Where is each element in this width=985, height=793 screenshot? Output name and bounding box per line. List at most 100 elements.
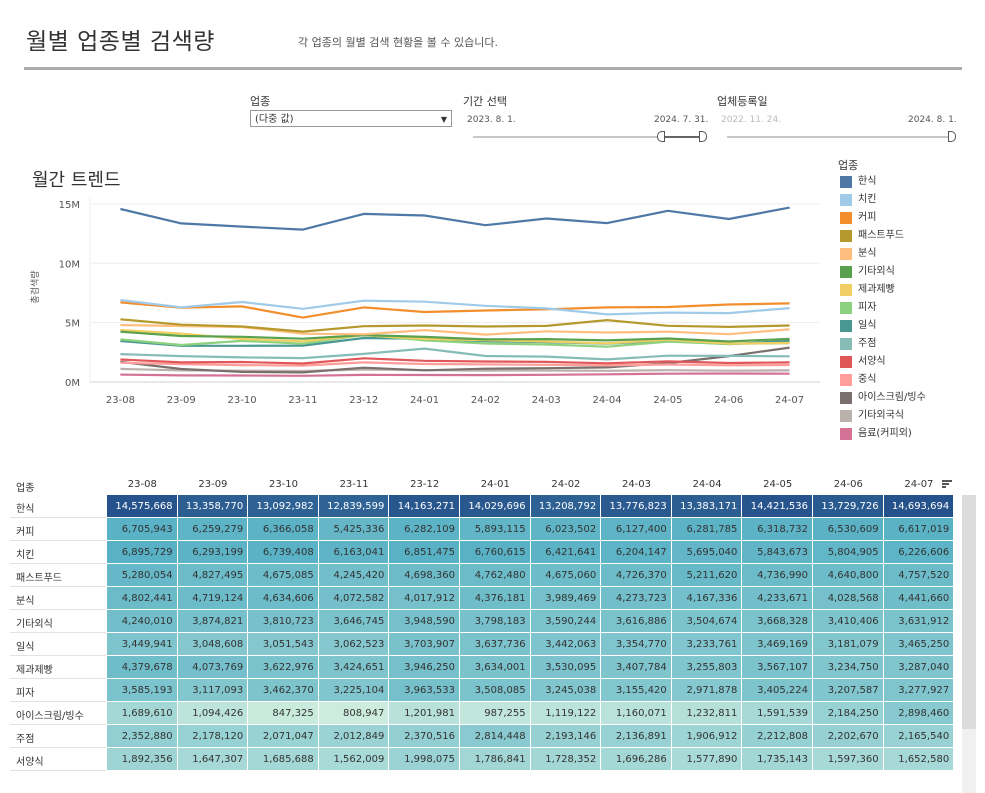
table-cell: 5,425,336 <box>318 518 390 541</box>
legend-label: 기타외국식 <box>858 410 904 421</box>
table-column-header[interactable]: 24-01 <box>480 479 510 490</box>
table-row: 분식 4,802,441 4,719,124 4,634,606 4,072,582 4,… <box>10 587 975 610</box>
row-label-cell <box>10 748 106 771</box>
table-cell: 1,689,610 <box>107 702 178 725</box>
row-label: 패스트푸드 <box>16 573 62 584</box>
series-line-기타외식[interactable] <box>120 330 790 343</box>
table-cell: 2,136,891 <box>601 725 672 748</box>
table-column-header[interactable]: 24-04 <box>692 479 722 490</box>
table-column-header[interactable]: 24-02 <box>551 479 581 490</box>
table-cell: 3,469,169 <box>742 633 813 656</box>
table-cell: 6,421,641 <box>530 541 602 564</box>
table-cell: 4,240,010 <box>107 610 178 633</box>
table-cell: 3,277,927 <box>883 679 955 702</box>
table-column-header[interactable]: 24-06 <box>833 479 863 490</box>
table-column-header[interactable]: 24-05 <box>763 479 793 490</box>
table-cell: 2,012,849 <box>318 725 390 748</box>
table-cell: 1,577,890 <box>671 748 743 771</box>
table-cell: 3,989,469 <box>530 587 602 610</box>
table-column-header[interactable]: 23-11 <box>339 479 369 490</box>
industry-dropdown[interactable]: (다중 값) ▼ <box>250 110 452 127</box>
table-cell: 6,293,199 <box>177 541 249 564</box>
period-start-handle[interactable] <box>657 131 665 142</box>
row-label: 한식 <box>16 504 35 515</box>
table-cell: 14,163,271 <box>389 495 460 518</box>
table-cell: 6,281,785 <box>671 518 743 541</box>
industry-dropdown-value: (다중 값) <box>255 114 294 125</box>
x-tick-label: 24-07 <box>775 395 804 406</box>
registration-slider-track[interactable] <box>727 136 955 138</box>
table-cell: 5,280,054 <box>107 564 178 587</box>
table-cell: 3,234,750 <box>813 656 884 679</box>
table-cell: 1,201,981 <box>389 702 460 725</box>
table-cell: 3,181,079 <box>813 633 884 656</box>
legend-swatch <box>840 212 852 224</box>
table-cell: 3,207,587 <box>813 679 884 702</box>
table-scrollbar-thumb[interactable] <box>962 495 976 729</box>
legend-swatch <box>840 428 852 440</box>
table-cell: 4,726,370 <box>601 564 672 587</box>
legend-label: 제과제빵 <box>858 284 895 295</box>
row-label-cell <box>10 679 106 702</box>
table-cell: 4,802,441 <box>107 587 178 610</box>
period-end-handle[interactable] <box>699 131 707 142</box>
table-cell: 808,947 <box>318 702 390 725</box>
series-line-음료(커피외)[interactable] <box>120 372 790 377</box>
period-slider-track[interactable] <box>473 136 705 138</box>
y-tick-label: 15M <box>59 200 80 211</box>
table-cell: 4,827,495 <box>177 564 249 587</box>
series-line-패스트푸드[interactable] <box>120 318 790 333</box>
table-cell: 3,062,523 <box>318 633 390 656</box>
table-cell: 2,370,516 <box>389 725 460 748</box>
period-start-value: 2023. 8. 1. <box>467 115 516 125</box>
series-line-제과제빵[interactable] <box>120 328 790 345</box>
table-cell: 6,895,729 <box>107 541 178 564</box>
period-end-value: 2024. 7. 31. <box>654 115 709 125</box>
table-cell: 1,094,426 <box>177 702 249 725</box>
series-line-피자[interactable] <box>120 333 790 348</box>
table-cell: 2,178,120 <box>177 725 249 748</box>
table-column-header[interactable]: 24-03 <box>621 479 652 490</box>
table-cell: 1,652,580 <box>883 748 955 771</box>
sort-icon[interactable] <box>942 479 952 489</box>
table-column-header[interactable]: 24-07 <box>904 479 934 490</box>
registration-end-handle[interactable] <box>948 131 956 142</box>
table-cell: 3,810,723 <box>248 610 319 633</box>
table-cell: 3,407,784 <box>601 656 672 679</box>
table-header: 업종 23-08 23-09 23-10 23-11 23-12 24-01 24-02 24… <box>10 477 975 494</box>
series-line-서양식[interactable] <box>120 357 790 365</box>
table-column-header[interactable]: 23-08 <box>127 479 157 490</box>
table-cell: 4,736,990 <box>742 564 813 587</box>
x-tick-label: 23-09 <box>167 395 196 406</box>
table-cell: 3,798,183 <box>460 610 531 633</box>
table-cell: 2,184,250 <box>813 702 884 725</box>
table-cell: 14,575,668 <box>107 495 178 518</box>
table-cell: 1,696,286 <box>601 748 672 771</box>
table-cell: 987,255 <box>460 702 531 725</box>
table-cell: 4,762,480 <box>460 564 531 587</box>
row-label: 피자 <box>16 688 35 699</box>
legend-label: 패스트푸드 <box>858 230 904 241</box>
table-column-header[interactable]: 23-12 <box>410 479 440 490</box>
table-cell: 4,233,671 <box>742 587 813 610</box>
series-line-주점[interactable] <box>120 347 790 361</box>
table-cell: 13,208,792 <box>530 495 602 518</box>
series-line-중식[interactable] <box>120 361 790 367</box>
table-column-header[interactable]: 23-09 <box>198 479 228 490</box>
table-cell: 4,640,800 <box>813 564 884 587</box>
x-tick-label: 24-05 <box>653 395 682 406</box>
table-cell: 6,127,400 <box>601 518 672 541</box>
series-line-커피[interactable] <box>120 301 790 319</box>
series-line-치킨[interactable] <box>120 299 790 316</box>
table-column-header[interactable]: 23-10 <box>268 479 299 490</box>
table-cell: 13,383,171 <box>671 495 743 518</box>
table-row: 아이스크림/빙수 1,689,610 1,094,426 847,325 808,947… <box>10 702 975 725</box>
legend-swatch <box>840 230 852 242</box>
period-filter-label: 기간 선택 <box>463 95 507 108</box>
table-cell: 4,073,769 <box>177 656 249 679</box>
y-tick-label: 5M <box>65 319 80 330</box>
row-label-cell <box>10 495 106 518</box>
table-cell: 2,193,146 <box>530 725 602 748</box>
row-label: 커피 <box>16 527 35 538</box>
series-line-한식[interactable] <box>120 206 790 231</box>
